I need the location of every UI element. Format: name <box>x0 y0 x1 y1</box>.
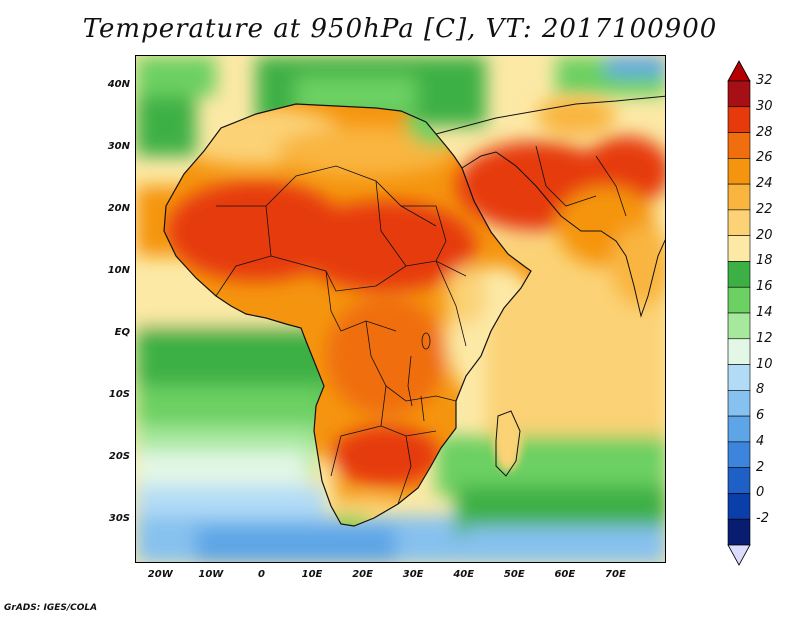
lat-tick-label: 30N <box>107 140 130 152</box>
lon-tick-label: 50E <box>503 569 525 580</box>
colorbar-tick-label: 28 <box>756 124 773 140</box>
colorbar-tick-label: 10 <box>756 356 773 372</box>
colorbar-tick-label: 24 <box>756 176 773 192</box>
colorbar <box>727 60 751 566</box>
colorbar-tick-label: -2 <box>756 511 769 527</box>
arabia-india-coastline <box>461 151 665 318</box>
madagascar-layer <box>494 411 522 471</box>
colorbar-tick-label: 18 <box>756 253 773 269</box>
colorbar-segment <box>727 312 751 340</box>
colorbar-tick-label: 20 <box>756 227 773 243</box>
lon-tick-label: 10E <box>301 569 323 580</box>
lat-tick-label: 20S <box>108 450 130 462</box>
lat-tick-label: 10N <box>107 264 130 276</box>
colorbar-segment <box>727 493 751 520</box>
colorbar-segment <box>727 467 751 494</box>
colorbar-tick-label: 4 <box>756 433 765 449</box>
colorbar-tick-label: 14 <box>756 305 773 320</box>
colorbar-segment <box>727 441 751 468</box>
colorbar-segment <box>727 286 751 314</box>
colorbar-tick-label: 2 <box>756 459 765 475</box>
colorbar-segment <box>727 338 751 365</box>
lon-tick-label: 40E <box>453 569 475 580</box>
lon-tick-label: 30E <box>402 569 424 580</box>
colorbar-segment <box>727 261 751 288</box>
lat-tick-label: 30S <box>108 512 130 524</box>
colorbar-segment <box>727 209 751 236</box>
colorbar-top-arrow <box>727 60 751 82</box>
colorbar-segment <box>727 390 751 417</box>
map-panel <box>135 55 666 563</box>
colorbar-tick-label: 26 <box>756 150 773 166</box>
colorbar-tick-label: 30 <box>756 98 773 114</box>
lat-tick-label: EQ <box>114 326 130 338</box>
colorbar-segment <box>727 132 751 159</box>
colorbar-segment <box>727 158 751 185</box>
colorbar-segment <box>727 106 751 133</box>
colorbar-tick-label: 16 <box>756 279 773 295</box>
temperature-field-map <box>136 56 665 562</box>
lat-tick-label: 40N <box>107 78 130 90</box>
colorbar-segment <box>727 364 751 391</box>
colorbar-tick-label: 22 <box>756 201 773 217</box>
lon-tick-label: 10W <box>198 569 224 580</box>
colorbar-tick-label: 32 <box>756 73 773 88</box>
africa-coastline <box>163 103 532 527</box>
asia-north-coastline <box>435 95 665 135</box>
lon-tick-label: 20W <box>147 569 173 580</box>
colorbar-segment <box>727 183 751 211</box>
colorbar-segment <box>727 415 751 443</box>
lakes <box>407 332 431 422</box>
lon-tick-label: 70E <box>605 569 626 580</box>
lon-tick-label: 20E <box>352 569 373 580</box>
colorbar-segment <box>727 80 751 108</box>
lat-tick-label: 20N <box>107 202 130 214</box>
map-title: Temperature at 950hPa [C], VT: 201710090… <box>82 14 718 44</box>
colorbar-segment <box>727 235 751 262</box>
asia-temperature-layer <box>456 96 665 306</box>
country-borders <box>215 145 627 505</box>
lat-tick-label: 10S <box>108 388 130 400</box>
madagascar-coastline <box>495 410 521 477</box>
colorbar-bottom-arrow <box>727 544 751 566</box>
lon-tick-label: 60E <box>554 569 576 580</box>
credit-text: GrADS: IGES/COLA <box>4 603 98 613</box>
colorbar-segment <box>727 518 751 546</box>
colorbar-tick-label: 6 <box>756 408 765 424</box>
lon-tick-label: 0 <box>257 569 265 580</box>
colorbar-tick-label: 8 <box>756 382 765 398</box>
colorbar-tick-label: 0 <box>756 485 765 501</box>
colorbar-tick-label: 12 <box>756 330 773 346</box>
